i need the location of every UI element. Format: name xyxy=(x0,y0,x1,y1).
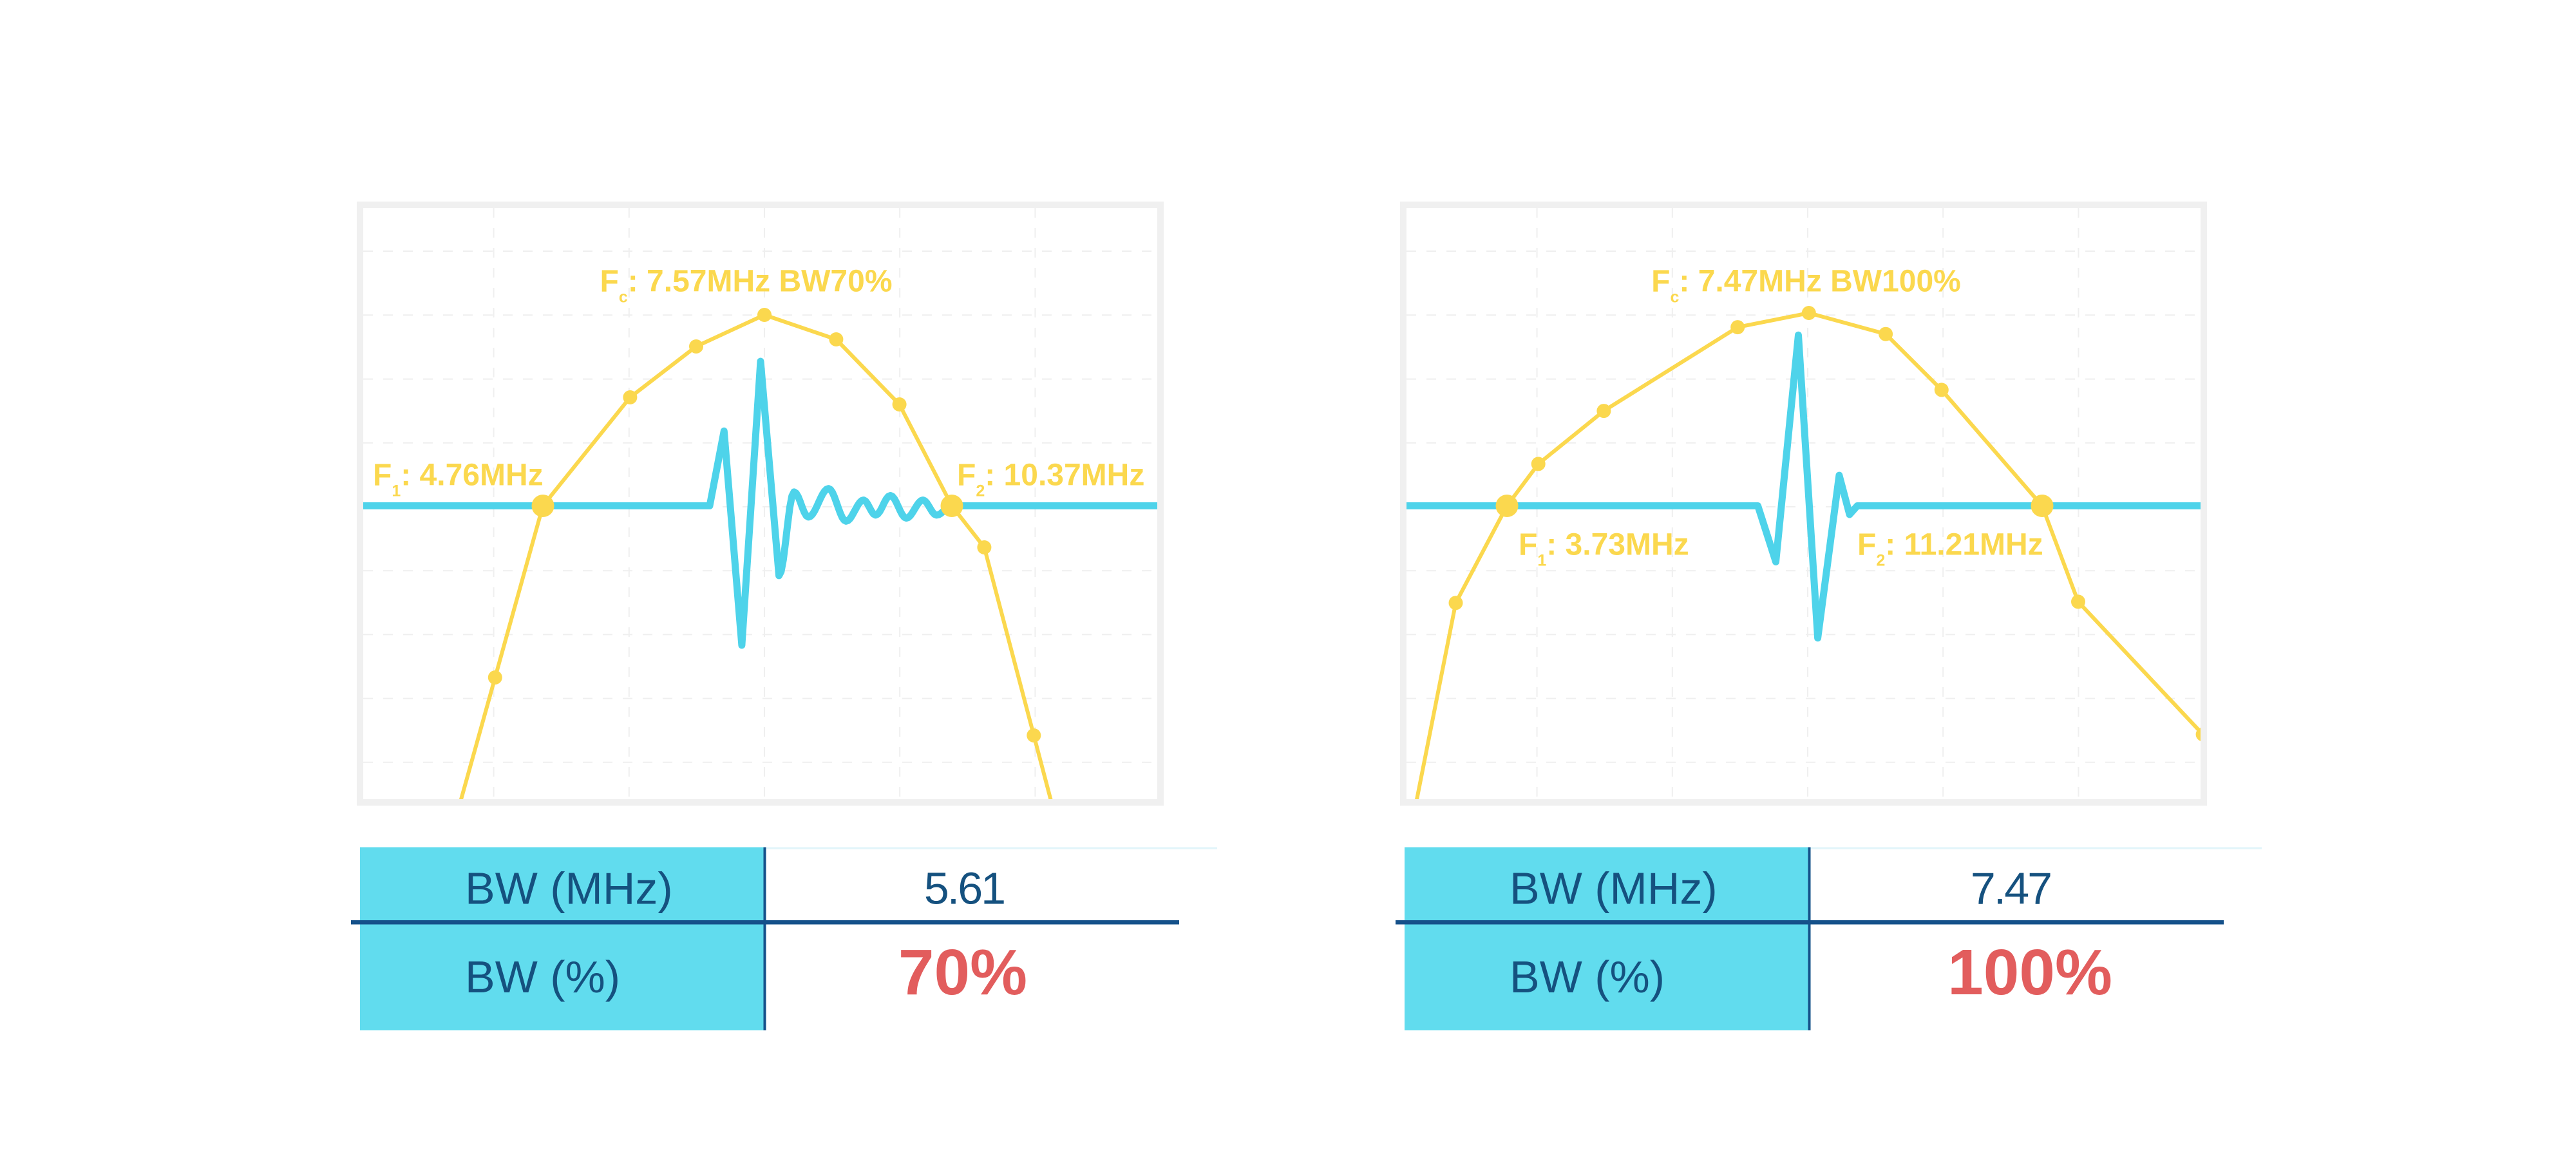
svg-text:BW (MHz): BW (MHz) xyxy=(465,863,673,913)
svg-text:5.61: 5.61 xyxy=(924,863,1004,913)
svg-text:BW (%): BW (%) xyxy=(1510,952,1665,1002)
svg-text:70%: 70% xyxy=(898,936,1027,1008)
svg-text:BW (%): BW (%) xyxy=(465,952,620,1002)
svg-text:BW (MHz): BW (MHz) xyxy=(1510,863,1718,913)
svg-text:7.47: 7.47 xyxy=(1971,863,2050,913)
svg-text:100%: 100% xyxy=(1947,936,2112,1008)
